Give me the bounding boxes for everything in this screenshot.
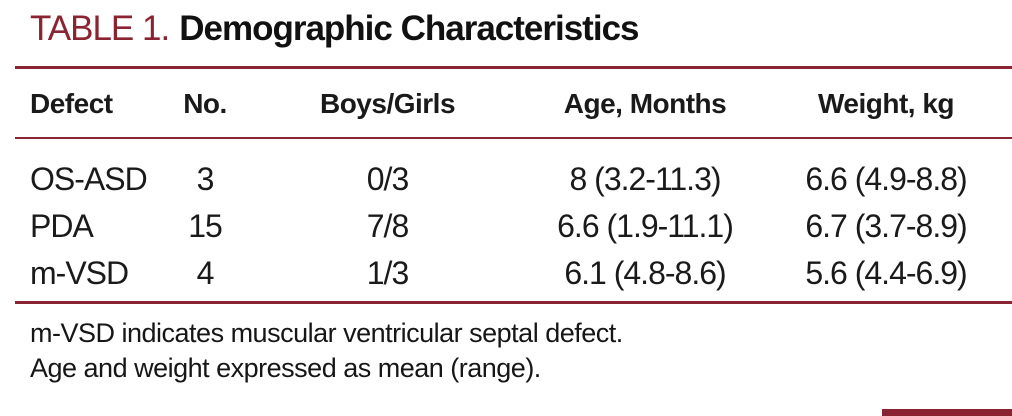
table-bottom-rule [15, 301, 1012, 304]
table-row: OS-ASD 3 0/3 8 (3.2-11.3) 6.6 (4.9-8.8) [0, 156, 1012, 203]
cell-no: 3 [196, 161, 215, 197]
cell-defect: OS-ASD [30, 161, 148, 197]
cell-boys-girls: 1/3 [366, 255, 409, 291]
table-title: TABLE 1. Demographic Characteristics [30, 8, 640, 50]
cell-weight-kg: 6.6 (4.9-8.8) [805, 161, 967, 197]
column-header-defect: Defect [30, 88, 113, 119]
title-rule [15, 66, 1012, 69]
column-header-no: No. [183, 88, 227, 119]
page-rule-fragment [882, 409, 1012, 416]
footnote: m-VSD indicates muscular ventricular sep… [30, 318, 623, 348]
cell-boys-girls: 0/3 [366, 161, 409, 197]
footnote: Age and weight expressed as mean (range)… [30, 353, 541, 383]
cell-age-months: 6.1 (4.8-8.6) [564, 255, 726, 291]
table-row: PDA 15 7/8 6.6 (1.9-11.1) 6.7 (3.7-8.9) [0, 203, 1012, 250]
cell-defect: PDA [30, 208, 94, 244]
column-header-boys-girls: Boys/Girls [319, 88, 456, 119]
column-header-weight-kg: Weight, kg [817, 88, 955, 119]
table-header-row: Defect No. Boys/Girls Age, Months Weight… [0, 84, 1012, 124]
table-number-label: TABLE 1. [30, 9, 170, 48]
table-footnotes: m-VSD indicates muscular ventricular sep… [30, 316, 623, 386]
table-title-text: Demographic Characteristics [179, 9, 639, 48]
column-header-age-months: Age, Months [563, 88, 727, 119]
cell-no: 15 [188, 208, 223, 244]
table-row: m-VSD 4 1/3 6.1 (4.8-8.6) 5.6 (4.4-6.9) [0, 250, 1012, 297]
header-rule [15, 137, 1012, 139]
cell-weight-kg: 6.7 (3.7-8.9) [805, 208, 967, 244]
cell-age-months: 6.6 (1.9-11.1) [557, 208, 734, 244]
cell-defect: m-VSD [30, 255, 129, 291]
table-body: OS-ASD 3 0/3 8 (3.2-11.3) 6.6 (4.9-8.8) … [0, 156, 1012, 297]
cell-weight-kg: 5.6 (4.4-6.9) [805, 255, 967, 291]
cell-boys-girls: 7/8 [366, 208, 409, 244]
cell-age-months: 8 (3.2-11.3) [569, 161, 721, 197]
cell-no: 4 [196, 255, 215, 291]
